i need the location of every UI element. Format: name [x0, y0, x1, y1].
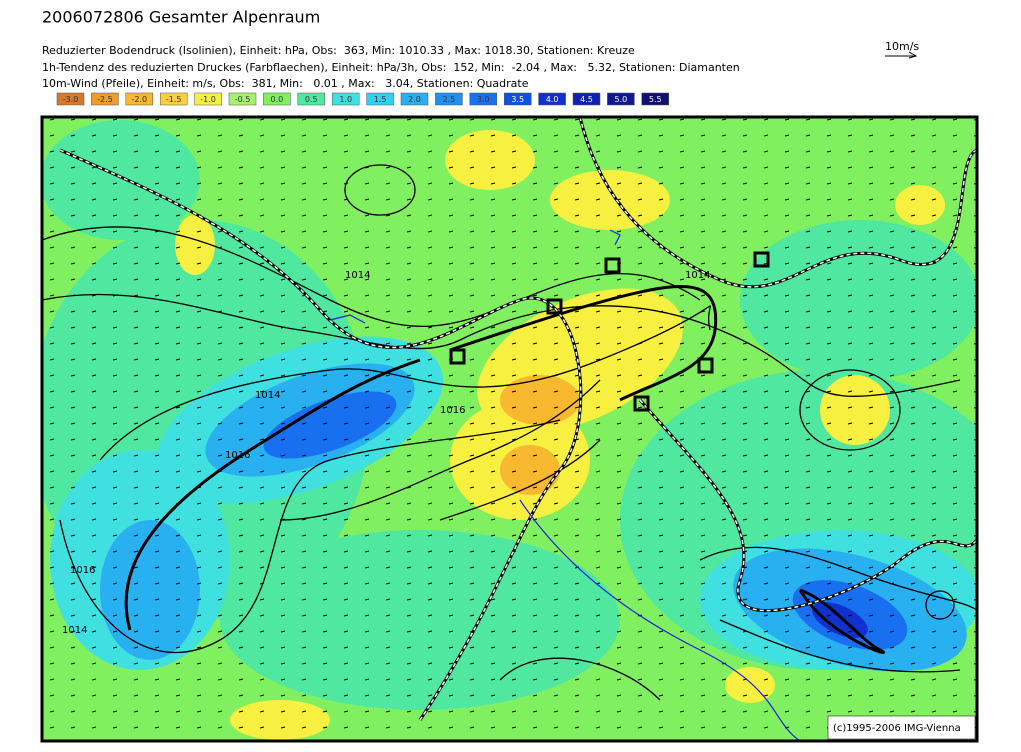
- legend-label: -2.0: [131, 95, 147, 104]
- legend-label: 3.0: [477, 95, 490, 104]
- legend-swatch: [263, 92, 291, 106]
- legend-swatch: [607, 92, 635, 106]
- contour-label: 1016: [225, 450, 250, 461]
- legend-swatch: [91, 92, 119, 106]
- map-frame: [40, 115, 979, 743]
- legend-swatch: [572, 92, 601, 106]
- legend-swatch: [297, 92, 326, 106]
- legend-label: -0.5: [235, 95, 251, 104]
- legend-swatch: [56, 92, 85, 106]
- legend-swatch: [435, 92, 463, 106]
- legend-swatch: [641, 92, 670, 106]
- legend-label: -3.0: [63, 95, 79, 104]
- legend-swatch: [469, 92, 498, 106]
- header-line: Reduzierter Bodendruck (Isolinien), Einh…: [42, 44, 635, 57]
- wind-scale-arrow: [908, 51, 918, 59]
- contour-label: 1014: [62, 625, 87, 636]
- legend-swatch: [503, 92, 532, 106]
- legend-label: 5.5: [649, 95, 662, 104]
- legend-swatch: [331, 92, 360, 106]
- copyright: (c)1995-2006 IMG-Vienna: [833, 723, 961, 734]
- legend-label: 0.0: [271, 95, 284, 104]
- legend-label: -1.5: [166, 95, 182, 104]
- legend-swatch: [194, 92, 222, 106]
- legend-label: 2.5: [443, 95, 456, 104]
- legend: -3.0 -2.5 -2.0 -1.5 -1.0 -0.5 0.0 0.5 1.0 1.5 2.0 2…: [56, 92, 670, 106]
- legend-label: 2.0: [408, 95, 421, 104]
- legend-label: 1.0: [339, 95, 352, 104]
- header-line: 10m-Wind (Pfeile), Einheit: m/s, Obs: 38…: [42, 77, 529, 90]
- legend-label: 4.5: [580, 95, 593, 104]
- legend-swatch: [400, 92, 429, 106]
- legend-swatch: [366, 92, 394, 106]
- legend-label: -1.0: [200, 95, 216, 104]
- wind-scale: 10m/s: [885, 40, 919, 53]
- legend-swatch: [228, 92, 257, 106]
- legend-label: 1.5: [374, 95, 387, 104]
- contour-label: 1014: [255, 390, 280, 401]
- legend-label: 5.0: [615, 95, 628, 104]
- legend-swatch: [125, 92, 154, 106]
- contour-label: 1014: [685, 270, 710, 281]
- legend-swatch: [538, 92, 566, 106]
- legend-label: 3.5: [511, 95, 524, 104]
- contour-label: 1014: [345, 270, 370, 281]
- contour-label: 1016: [440, 405, 465, 416]
- legend-label: -2.5: [97, 95, 113, 104]
- legend-label: 4.0: [546, 95, 559, 104]
- map: 1014 1016 1014 1014 1016 1016 1014 (c)19…: [42, 117, 977, 741]
- legend-swatch: [159, 92, 188, 106]
- legend-label: 0.5: [305, 95, 318, 104]
- contour-label: 1016: [70, 565, 95, 576]
- header-line: 1h-Tendenz des reduzierten Druckes (Farb…: [42, 61, 740, 74]
- title: 2006072806 Gesamter Alpenraum: [42, 8, 320, 27]
